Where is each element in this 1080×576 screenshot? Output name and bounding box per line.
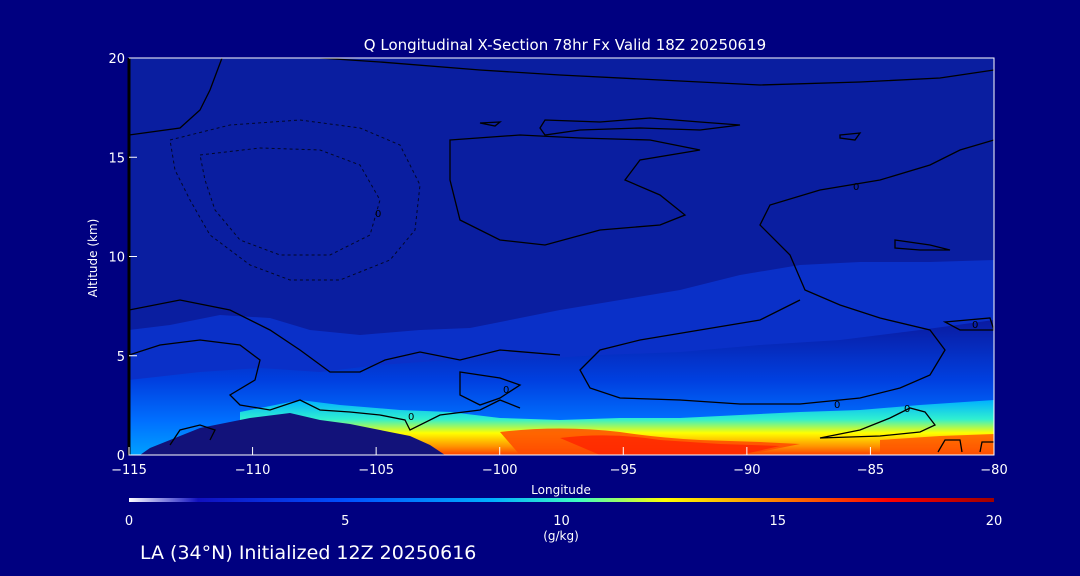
colorbar-tick-label: 15 [769,514,786,529]
colorbar-tick-label: 20 [986,514,1003,529]
contour-tiny-1 [839,132,862,141]
colorbar-label: (g/kg) [543,529,579,543]
terrain [140,413,445,455]
moisture-band-high [240,400,994,455]
contour-east-small-2 [979,441,994,453]
y-axis-ticks: 0 5 10 15 20 [108,52,137,464]
contour-label: 0 [503,385,509,396]
y-tick-label: 15 [108,151,125,166]
contour-labels: 0 0 0 0 0 0 0 [375,182,978,423]
contour-0-east [579,139,994,405]
x-tick-label: −115 [111,463,147,478]
contour-0-upper-middle [449,134,701,246]
contour-0-low-west [129,339,521,431]
x-tick-label: −85 [857,463,884,478]
footer-text: LA (34°N) Initialized 12Z 20250616 [140,542,477,564]
contour-0-east-small [942,317,994,331]
colorbar-tick-label: 5 [341,514,349,529]
y-tick-label: 5 [117,350,125,365]
contour-label: 0 [904,404,910,415]
moisture-core-east [880,434,994,455]
moisture-core-center [560,435,780,455]
contour-label: 0 [853,182,859,193]
contour-terrain-west [169,424,216,446]
contour-0-east-upper [894,239,951,251]
x-tick-label: −110 [235,463,271,478]
contour-east-small-1 [937,439,963,453]
x-tick-label: −95 [610,463,637,478]
contour-0-northwest [129,58,223,136]
contour-label: 0 [834,400,840,411]
contour-label: 0 [972,320,978,331]
y-axis-label: Altitude (km) [86,219,100,298]
y-tick-label: 10 [108,251,125,266]
dashed-contours [169,119,421,281]
y-tick-label: 20 [108,52,125,67]
contour-label: 0 [408,412,414,423]
contour-0-top [319,58,994,86]
contour-0-west-mid [129,299,561,373]
x-tick-label: −80 [980,463,1007,478]
y-tick-label: 0 [117,449,125,464]
contour-0-east-low [819,407,937,439]
dashed-contour-inner [199,147,381,256]
x-tick-label: −90 [733,463,760,478]
colorbar-ticks: 0 5 10 15 20 [125,514,1002,529]
x-axis-label: Longitude [531,483,591,497]
colorbar [129,498,994,502]
x-tick-label: −105 [358,463,394,478]
dashed-contour-outer [169,119,421,281]
x-tick-label: −100 [482,463,518,478]
contour-label: 0 [375,209,381,220]
colorbar-tick-label: 0 [125,514,133,529]
contour-lines [129,58,994,453]
contour-0-small-low [459,371,522,406]
contour-0-small-upper [539,117,741,136]
x-axis-ticks: −115 −110 −105 −100 −95 −90 −85 −80 [111,447,1008,478]
contour-tiny-2 [479,121,502,127]
chart-title: Q Longitudinal X-Section 78hr Fx Valid 1… [364,36,766,54]
colorbar-tick-label: 10 [553,514,570,529]
plot-area: 0 0 0 0 0 0 0 [129,58,994,455]
